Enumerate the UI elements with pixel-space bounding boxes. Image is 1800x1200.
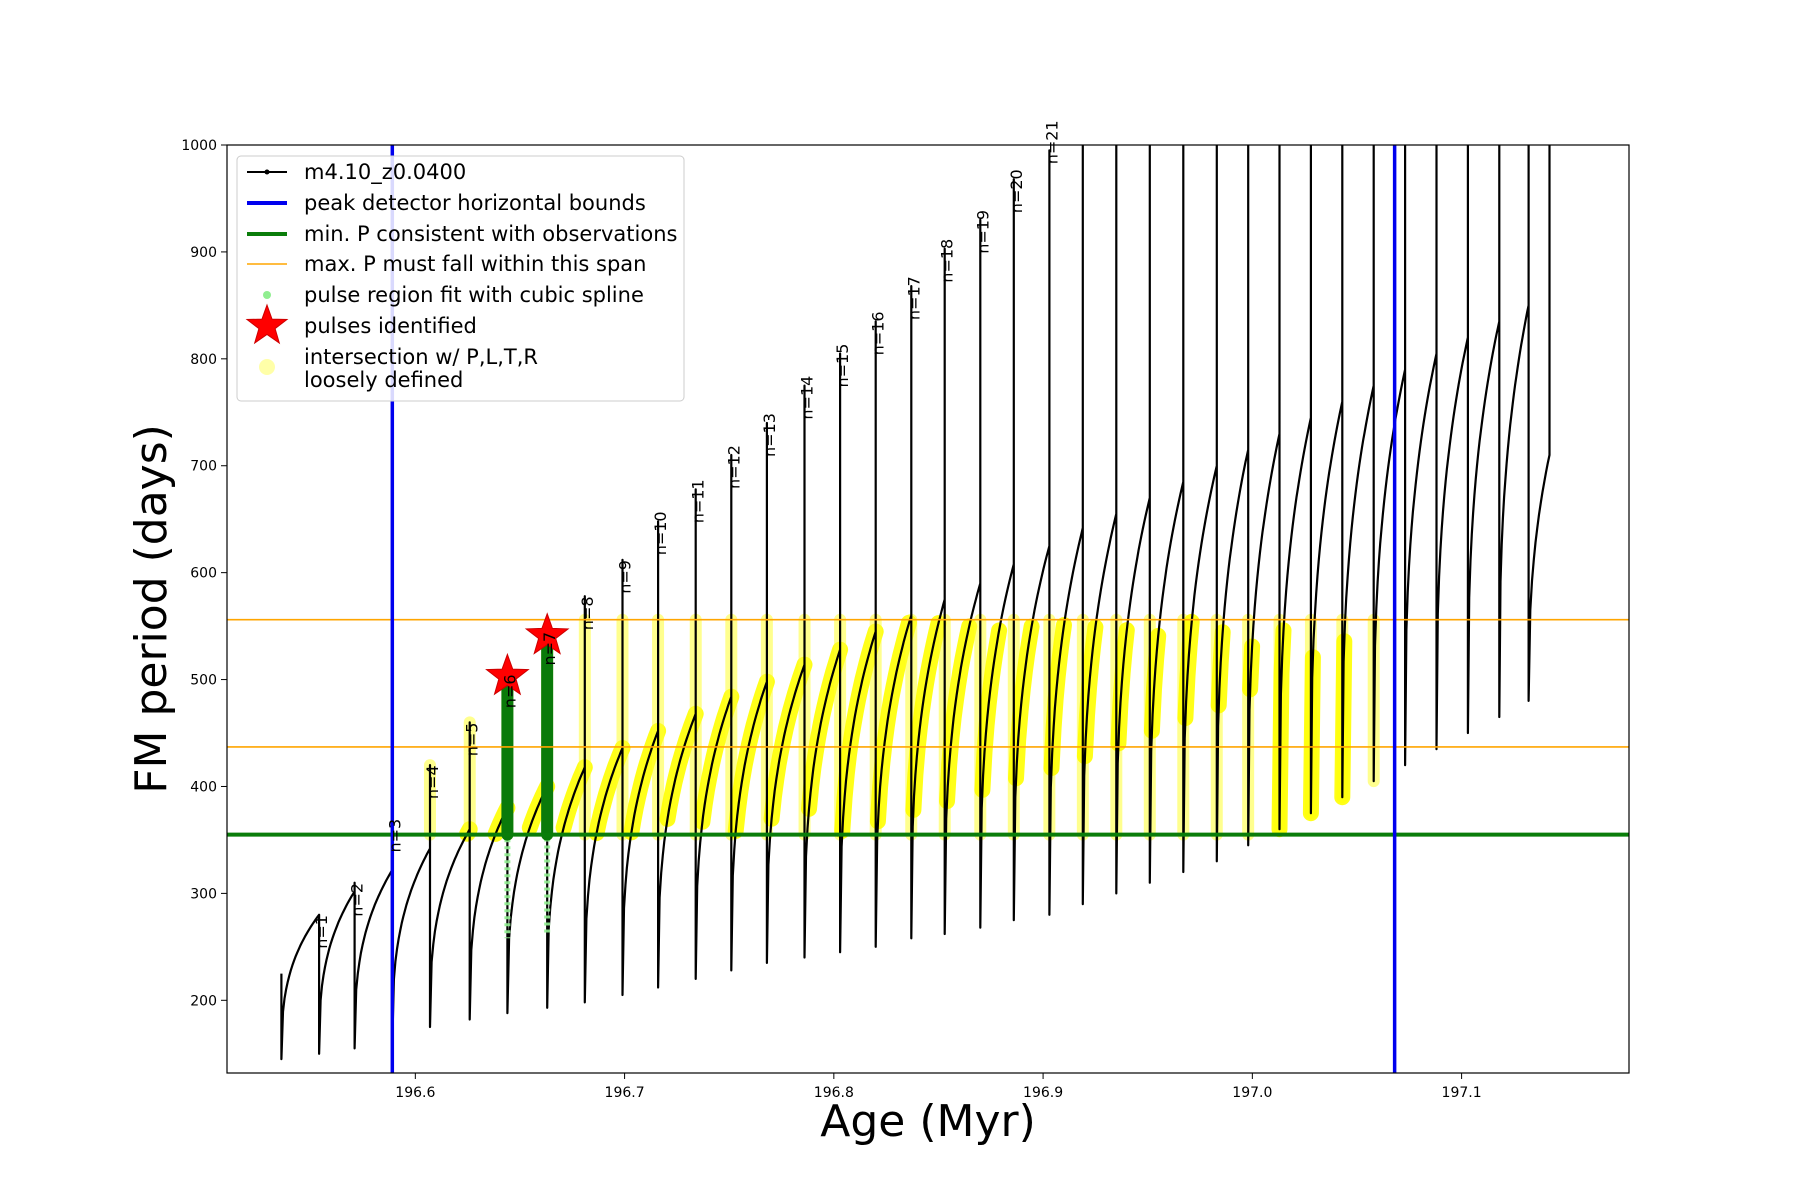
x-tick-label: 196.9 [1023, 1085, 1063, 1101]
legend-symbol-intersection [259, 359, 275, 375]
legend-label: m4.10_z0.0400 [304, 160, 466, 185]
pulse-label: n=13 [760, 413, 779, 457]
y-tick-label: 600 [190, 566, 217, 582]
pulse-star [524, 612, 570, 655]
pulse-label: n=2 [348, 883, 367, 917]
pulse-label: n=3 [385, 819, 404, 853]
legend-label: min. P consistent with observations [304, 222, 677, 246]
plot-frame [226, 144, 1630, 1074]
y-tick-label: 800 [190, 352, 217, 368]
x-axis-title: Age (Myr) [820, 1096, 1036, 1147]
pulse-label: n=17 [904, 276, 923, 320]
pulse-label: n=8 [578, 596, 597, 630]
pulse-label: n=10 [651, 511, 670, 555]
legend-label: peak detector horizontal bounds [304, 191, 646, 215]
pulse-label: n=14 [798, 376, 817, 420]
legend-symbol-track [247, 169, 287, 175]
x-tick-label: 196.6 [395, 1085, 435, 1101]
legend-label: loosely defined [304, 368, 463, 392]
pulse-label: n=20 [1007, 169, 1026, 213]
pulse-label: n=16 [869, 311, 888, 355]
pulse-label: n=11 [689, 479, 708, 523]
pulse-star [485, 652, 530, 696]
x-tick-label: 197.0 [1232, 1085, 1272, 1101]
pulse-label: n=15 [833, 344, 852, 388]
y-tick-label: 900 [190, 245, 217, 261]
pulse-label: n=19 [973, 210, 992, 254]
identified-pulse-markers [485, 612, 570, 696]
pulse-label: n=6 [500, 674, 519, 708]
legend-box [236, 155, 685, 402]
legend-marker [264, 169, 270, 175]
x-tick-label: 196.8 [814, 1085, 854, 1101]
spline-fit-regions [501, 641, 554, 939]
legend-symbol-star [245, 303, 289, 345]
track-line [280, 145, 1551, 1061]
evolution-track [280, 145, 1551, 1061]
pulse-label: n=1 [312, 915, 331, 949]
legend-label: intersection w/ P,L,T,R [304, 345, 538, 369]
y-tick-label: 200 [190, 993, 217, 1009]
pulse-label: n=21 [1042, 120, 1061, 164]
y-tick-label: 300 [190, 886, 217, 902]
y-tick-label: 500 [190, 673, 217, 689]
pulse-label: n=12 [724, 445, 743, 489]
y-tick-label: 700 [190, 459, 217, 475]
x-tick-label: 197.1 [1442, 1085, 1482, 1101]
legend-symbol-spline [263, 291, 271, 299]
y-tick-label: 1000 [181, 138, 217, 154]
legend-label: max. P must fall within this span [304, 252, 646, 276]
pulse-label: n=18 [938, 239, 957, 283]
pulse-label: n=5 [463, 723, 482, 757]
legend-label: pulses identified [304, 314, 477, 338]
x-tick-label: 196.7 [605, 1085, 645, 1101]
pulse-labels: n=1 n=2 n=3 n=4 n=5 n=6 n=7 n=8 n=9 n=10 n=11 n=12 n… [312, 120, 1061, 948]
pulse-label: n=7 [540, 632, 559, 666]
axes: 196.6 196.7 196.8 196.9 197.0 197.1 200 300 400 5… [181, 138, 1481, 1101]
pulse-label: n=9 [616, 560, 635, 594]
pulse-label: n=4 [423, 765, 442, 799]
legend-label: pulse region fit with cubic spline [304, 283, 644, 307]
y-axis-title: FM period (days) [126, 424, 177, 794]
y-tick-label: 400 [190, 779, 217, 795]
